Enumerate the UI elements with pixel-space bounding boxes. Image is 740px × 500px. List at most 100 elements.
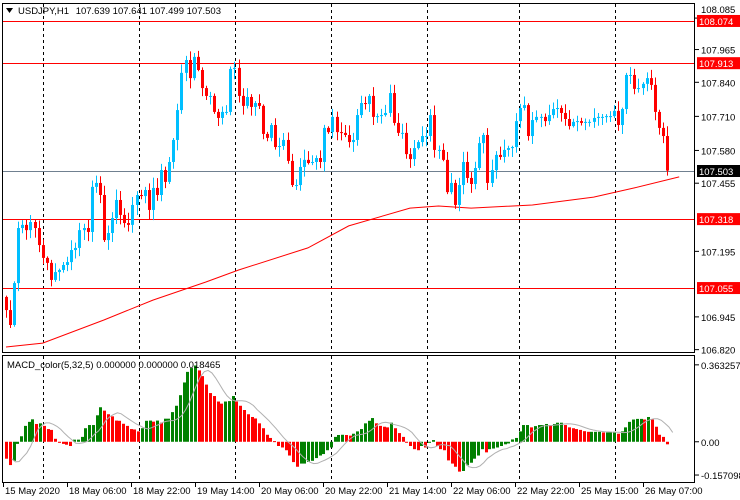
candle-body [658, 111, 661, 128]
open-value: 107.639 [76, 6, 110, 17]
macd-bar [356, 431, 359, 442]
macd-bar [488, 441, 491, 450]
macd-bar [598, 431, 601, 442]
macd-bar [575, 429, 578, 442]
collapse-triangle-icon[interactable] [6, 8, 13, 13]
macd-label: MACD_color(5,32,5) 0.000000 0.000000 0.0… [7, 360, 220, 371]
candle-body [527, 105, 530, 137]
candle-body [548, 115, 551, 122]
candle-body [523, 105, 526, 108]
macd-bar [111, 416, 114, 442]
candle-body [535, 116, 538, 121]
candle-body [307, 159, 310, 164]
candle-body [654, 84, 657, 112]
candle-body [397, 122, 400, 133]
macd-bar [9, 441, 12, 466]
ma-line [5, 176, 680, 348]
macd-bar [258, 423, 261, 442]
macd-bar [137, 431, 140, 442]
candle-body [531, 120, 534, 137]
candle-body [127, 223, 130, 225]
macd-bar [568, 427, 571, 442]
macd-bar [164, 418, 167, 442]
candle-body [111, 218, 114, 234]
candle-body [197, 56, 200, 70]
candle-body [189, 60, 192, 79]
price-tick-label: 106.820 [701, 346, 735, 357]
candle-body [580, 121, 583, 123]
level-price-label: 107.318 [699, 215, 733, 226]
current-price-badge [697, 165, 740, 177]
candle-body [417, 142, 420, 149]
candle-body [572, 121, 575, 127]
candle-body [278, 145, 281, 148]
moving-average [5, 176, 680, 348]
candle-body [336, 116, 339, 133]
macd-bar [556, 422, 559, 442]
candle-body [438, 149, 441, 151]
candle-body [413, 148, 416, 160]
macd-bar [424, 441, 427, 448]
macd-bar [443, 441, 446, 451]
macd-bar [118, 420, 121, 442]
candle-body [364, 103, 367, 105]
candle-body [617, 110, 620, 126]
macd-bar [277, 441, 280, 446]
candle-body [144, 190, 147, 197]
macd-bar [307, 441, 310, 462]
macd-bar [439, 441, 442, 450]
candle-body [556, 107, 559, 110]
current-price-label: 107.503 [699, 167, 733, 178]
macd-bar [266, 434, 269, 442]
macd-bar [386, 427, 389, 442]
candle-body [319, 158, 322, 162]
macd-bar [28, 421, 31, 442]
candle-body [433, 115, 436, 150]
macd-bar [201, 376, 204, 442]
candle-body [540, 116, 543, 118]
macd-bar [602, 432, 605, 442]
macd-bar [538, 425, 541, 442]
candle-body [458, 185, 461, 205]
macd-bar [145, 420, 148, 442]
candle-body [597, 116, 600, 118]
price-tick-label: 107.580 [701, 146, 735, 157]
candle-body [287, 139, 290, 161]
macd-bar [296, 441, 299, 467]
macd-bar [24, 425, 27, 442]
macd-bar [666, 441, 669, 445]
macd-bar [62, 441, 65, 444]
candle-body [360, 103, 363, 116]
macd-bar [292, 441, 295, 463]
time-tick-label: 15 May 2020 [5, 486, 60, 497]
horizontal-levels[interactable] [3, 21, 694, 289]
time-axis[interactable]: 15 May 2020 18 May 06:00 18 May 22:00 19 Ma… [3, 483, 703, 497]
price-axis[interactable]: 108.085 107.965 107.840 107.710 107.580 107.4… [695, 5, 735, 357]
candle-body [13, 283, 16, 326]
candle-body [274, 125, 277, 148]
macd-bar [149, 420, 152, 442]
candle-body [270, 125, 273, 138]
candle-body [352, 139, 355, 143]
time-tick-label: 25 May 15:00 [581, 486, 639, 497]
time-tick-label: 22 May 22:00 [517, 486, 575, 497]
macd-bar [160, 422, 163, 442]
level-price-label: 108.074 [699, 17, 733, 28]
candle-body [588, 121, 591, 123]
macd-bar [235, 401, 238, 442]
candle-body [662, 127, 665, 137]
macd-bar [179, 395, 182, 442]
candle-body [201, 69, 204, 89]
level-price-badge [697, 282, 740, 295]
candle-body [299, 166, 302, 186]
candle-body [291, 160, 294, 186]
macd-bar [322, 441, 325, 455]
candle-body [421, 136, 424, 143]
candle-body [405, 132, 408, 155]
candle-body [323, 127, 326, 162]
macd-bar [224, 401, 227, 442]
macd-bar [500, 441, 503, 446]
macd-bar [632, 419, 635, 442]
candle-body [368, 95, 371, 105]
